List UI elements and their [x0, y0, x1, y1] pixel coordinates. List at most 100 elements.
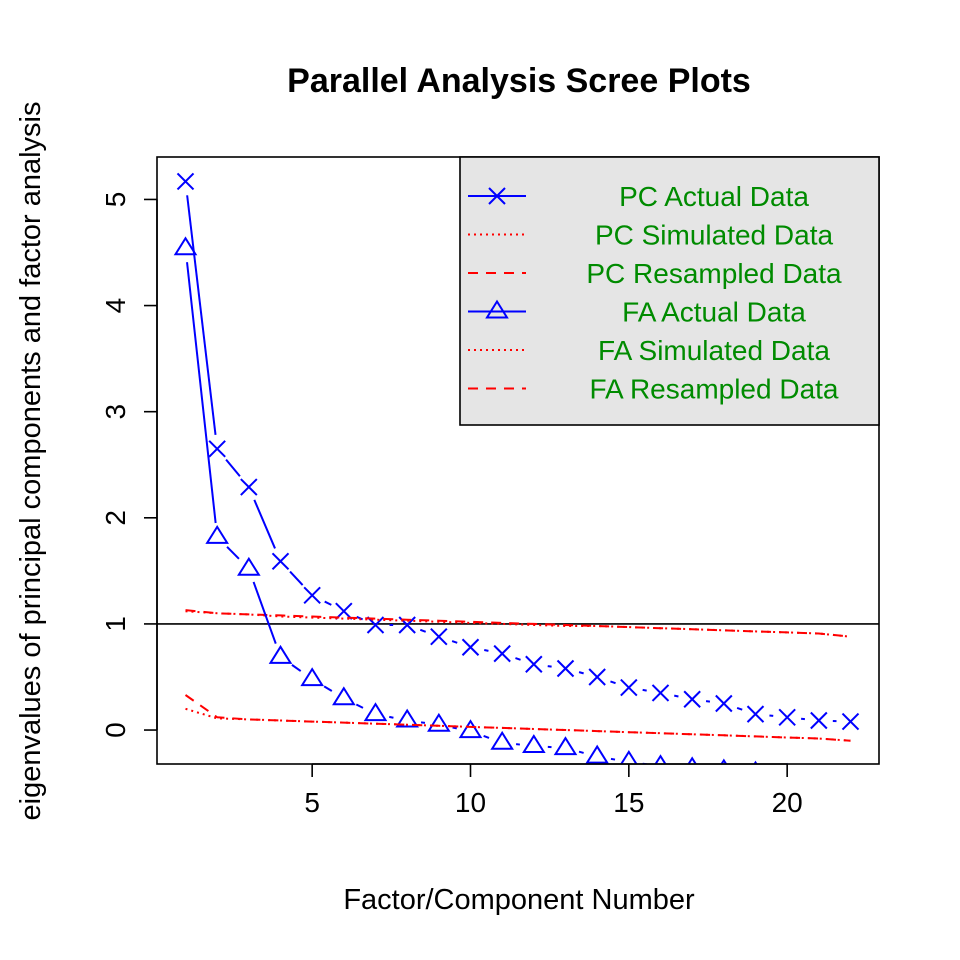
series-segment [324, 600, 332, 606]
y-tick-label: 3 [100, 404, 131, 420]
series-segment [253, 499, 276, 549]
data-point [588, 668, 606, 686]
legend-label: PC Resampled Data [586, 258, 842, 289]
data-point [240, 478, 258, 496]
series-segment [252, 581, 277, 644]
legend-item-pc_actual: PC Actual Data [468, 181, 809, 212]
series-segment [483, 735, 490, 739]
data-point [208, 440, 226, 458]
series-line [185, 609, 851, 638]
plot-area [157, 172, 879, 785]
data-point [753, 760, 758, 764]
data-point [395, 708, 419, 728]
data-point [841, 712, 860, 731]
data-point [427, 712, 451, 732]
series-segment [610, 680, 616, 685]
data-point [366, 616, 385, 634]
data-point [809, 767, 829, 783]
data-point [651, 684, 670, 702]
legend-item-pc_simulated: PC Simulated Data [468, 220, 833, 251]
y-tick-label: 5 [100, 192, 131, 208]
data-point [458, 719, 483, 739]
series-fa_actual [173, 236, 861, 785]
data-point [176, 172, 195, 191]
data-point [778, 708, 796, 727]
series-segment [389, 715, 394, 719]
series-fa_resampled [184, 694, 851, 742]
series-segment [451, 640, 458, 644]
x-axis-label: Factor/Component Number [343, 884, 695, 916]
data-point [490, 730, 514, 750]
data-point [683, 690, 701, 708]
data-point [841, 769, 861, 785]
data-point [430, 627, 448, 646]
series-segment [452, 726, 457, 730]
legend-label: PC Actual Data [619, 181, 809, 212]
data-point [687, 756, 697, 764]
data-point [268, 644, 293, 664]
data-point [585, 744, 609, 764]
legend-item-fa_resampled: FA Resampled Data [468, 374, 839, 405]
legend: PC Actual Data PC Simulated Data PC Resamp… [459, 156, 880, 426]
x-tick-label: 10 [455, 787, 486, 818]
data-point [715, 694, 733, 713]
y-tick-label: 4 [100, 298, 131, 314]
legend-label: FA Resampled Data [589, 374, 838, 405]
legend-item-fa_simulated: FA Simulated Data [468, 335, 830, 366]
series-segment [186, 262, 217, 524]
x-tick-label: 20 [772, 787, 803, 818]
y-tick-label: 2 [100, 510, 131, 526]
series-segment [578, 671, 584, 675]
data-point [620, 749, 638, 764]
series-fa_simulated [185, 707, 851, 742]
series-segment [642, 688, 647, 692]
data-point [810, 711, 828, 730]
series-segment [356, 615, 364, 621]
data-point [556, 659, 575, 678]
data-point [720, 758, 728, 764]
data-point [746, 705, 765, 723]
series-segment [226, 546, 240, 560]
y-axis: 0 1 2 3 4 5 [100, 192, 158, 738]
series-segment [484, 649, 489, 652]
legend-marker [485, 299, 509, 319]
data-point [522, 734, 546, 753]
chart-title: Parallel Analysis Scree Plots [287, 62, 751, 100]
series-segment [186, 195, 217, 436]
data-point [300, 667, 324, 687]
data-point [205, 525, 229, 544]
data-point [271, 552, 290, 571]
data-point [237, 556, 261, 576]
series-pc_actual [176, 172, 860, 731]
data-point [363, 702, 388, 722]
data-point [493, 644, 511, 663]
series-line [185, 707, 851, 742]
series-segment [515, 657, 521, 661]
legend-item-fa_actual: FA Actual Data [468, 297, 806, 328]
data-point [525, 655, 543, 673]
legend-box [459, 156, 880, 426]
data-point [303, 586, 321, 604]
series-segment [323, 685, 333, 692]
series-pc_resampled [185, 609, 851, 638]
series-line [184, 694, 851, 742]
series-segment [610, 757, 616, 761]
series-segment [419, 628, 427, 633]
legend-marker [488, 187, 506, 205]
series-segment [705, 700, 711, 703]
y-tick-label: 0 [100, 722, 131, 738]
legend-label: FA Simulated Data [598, 335, 830, 366]
series-segment [578, 750, 584, 754]
series-segment [547, 665, 552, 668]
legend-label: PC Simulated Data [595, 220, 834, 251]
series-segment [736, 707, 743, 711]
series-segment [289, 570, 304, 586]
series-segment [291, 664, 302, 672]
series-segment [674, 694, 679, 698]
x-axis: 5 10 15 20 [304, 763, 803, 818]
legend-item-pc_resampled: PC Resampled Data [468, 258, 842, 289]
y-axis-label: eigenvalues of principal components and … [15, 102, 47, 821]
data-point [173, 236, 198, 256]
series-segment [420, 721, 426, 724]
